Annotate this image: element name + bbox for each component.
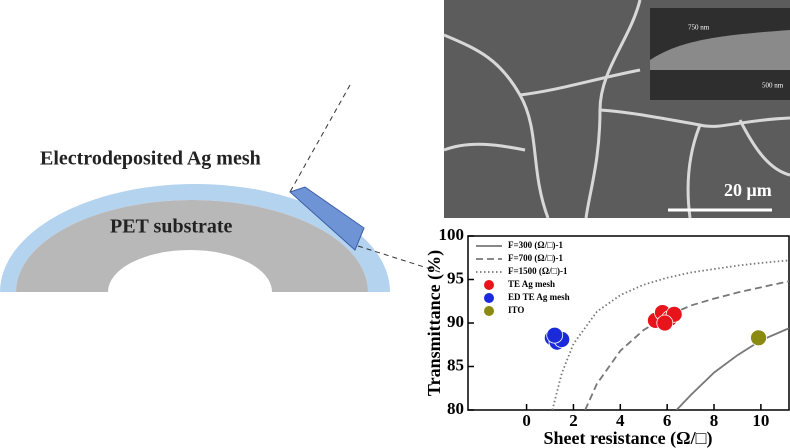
point [547, 327, 563, 343]
y-tick-label: 90 [447, 312, 464, 331]
x-axis-label: Sheet resistance (Ω/□) [544, 428, 713, 448]
legend-label: F=300 (Ω/□)-1 [508, 240, 564, 250]
legend-marker [484, 306, 494, 316]
y-tick-label: 80 [447, 399, 464, 418]
legend-label: F=700 (Ω/□)-1 [508, 253, 564, 263]
y-tick-label: 95 [447, 268, 464, 287]
legend-marker [484, 280, 494, 290]
point [751, 330, 767, 346]
inset-label: 500 nm [762, 82, 784, 90]
y-tick-label: 85 [447, 355, 464, 374]
x-tick-label: 2 [569, 411, 578, 430]
x-tick-label: 6 [663, 411, 672, 430]
inset-label: 750 nm [688, 24, 710, 32]
legend-label: ED TE Ag mesh [508, 292, 570, 302]
legend-marker [484, 293, 494, 303]
diagram: Electrodeposited Ag mesh PET substrate [0, 85, 440, 292]
chart: 80 85 90 95 100 0 2 4 6 8 10 Sheet resistance (Ω/□)… [424, 225, 789, 448]
zoom-line [290, 85, 350, 192]
legend-label: F=1500 (Ω/□)-1 [508, 266, 568, 276]
legend-label: ITO [508, 305, 524, 315]
x-tick-label: 4 [616, 411, 625, 430]
sem-image: 750 nm 500 nm 20 μm [444, 0, 790, 218]
x-tick-label: 0 [522, 411, 531, 430]
x-tick-label: 8 [710, 411, 719, 430]
figure: Electrodeposited Ag mesh PET substrate 7… [0, 0, 790, 448]
mesh-label: Electrodeposited Ag mesh [40, 148, 261, 170]
point [657, 315, 673, 331]
y-axis-label: Transmittance (%) [424, 250, 445, 396]
substrate-label: PET substrate [110, 216, 233, 238]
legend-label: TE Ag mesh [508, 279, 555, 289]
x-tick-label: 10 [752, 411, 769, 430]
y-tick-label: 100 [439, 225, 465, 244]
scale-label: 20 μm [724, 180, 772, 200]
